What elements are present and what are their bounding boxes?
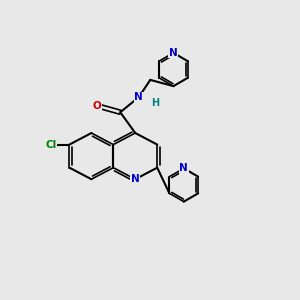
- Text: N: N: [179, 164, 188, 173]
- Text: H: H: [151, 98, 159, 108]
- Text: N: N: [131, 174, 140, 184]
- Text: Cl: Cl: [45, 140, 57, 150]
- Text: N: N: [169, 48, 178, 58]
- Text: N: N: [134, 92, 143, 102]
- Text: O: O: [92, 101, 101, 112]
